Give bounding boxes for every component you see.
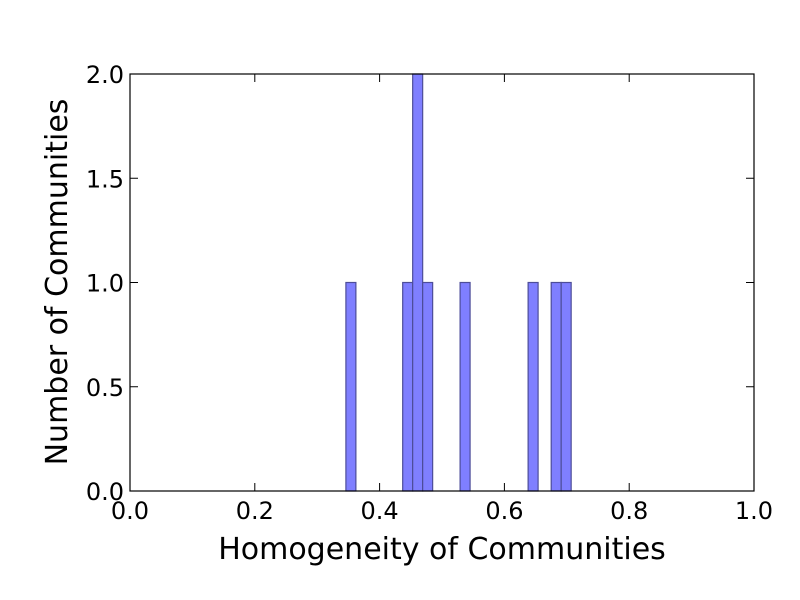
histogram-bars (345, 73, 572, 492)
x-tick-label: 0.0 (111, 497, 149, 525)
y-tick-label: 1.5 (86, 165, 124, 193)
y-tick-labels: 0.0 0.5 1.0 1.5 2.0 (86, 61, 124, 506)
x-tick-label: 0.2 (236, 497, 274, 525)
x-tick-label: 1.0 (735, 497, 773, 525)
y-tick-label: 0.5 (86, 374, 124, 402)
histogram-bar (459, 281, 471, 492)
histogram-bar (422, 281, 434, 492)
x-tick-labels: 0.0 0.2 0.4 0.6 0.8 1.0 (111, 497, 773, 525)
histogram-bar (402, 281, 414, 492)
y-tick-label: 1.0 (86, 270, 124, 298)
y-axis-label: Number of Communities (40, 99, 75, 466)
y-tick-label: 2.0 (86, 61, 124, 89)
histogram-bar (412, 73, 424, 492)
x-axis-label: Homogeneity of Communities (218, 532, 666, 567)
histogram-bar (527, 281, 539, 492)
x-tick-label: 0.8 (610, 497, 648, 525)
x-tick-label: 0.4 (361, 497, 399, 525)
x-tick-label: 0.6 (485, 497, 523, 525)
y-tick-label: 0.0 (86, 478, 124, 506)
histogram-bar (550, 281, 562, 492)
axis-ticks (129, 73, 755, 492)
histogram-bar (560, 281, 572, 492)
plot-frame (129, 73, 755, 492)
histogram-bar (345, 281, 357, 492)
